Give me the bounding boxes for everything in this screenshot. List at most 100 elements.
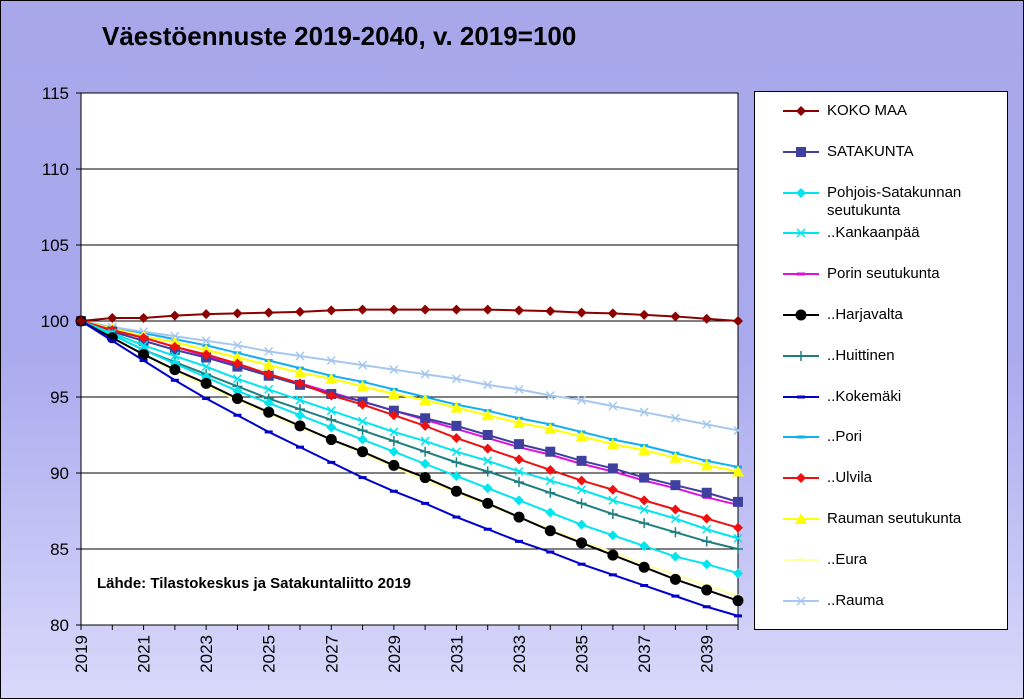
data-point xyxy=(232,340,242,350)
data-point xyxy=(733,425,743,435)
series-10 xyxy=(76,316,743,533)
data-point xyxy=(701,487,712,498)
data-point xyxy=(232,385,243,396)
data-point xyxy=(733,533,743,543)
series-line-4 xyxy=(80,320,739,540)
data-point xyxy=(201,362,211,372)
x-tick-label-2033: 2033 xyxy=(510,635,529,673)
legend-swatch xyxy=(783,106,819,116)
data-point xyxy=(108,339,117,343)
data-point xyxy=(514,454,524,465)
data-point xyxy=(262,359,275,371)
data-point xyxy=(201,336,211,346)
data-point xyxy=(702,419,712,429)
data-point xyxy=(733,568,743,579)
data-point xyxy=(639,518,650,529)
x-tick-label-2029: 2029 xyxy=(385,635,404,673)
data-point xyxy=(700,459,713,471)
data-point xyxy=(545,487,556,498)
data-point xyxy=(638,561,650,573)
data-point xyxy=(389,489,398,493)
x-tick-label-2023: 2023 xyxy=(197,635,216,673)
series-line-1 xyxy=(80,308,739,322)
data-point xyxy=(670,311,681,322)
data-point xyxy=(670,514,680,524)
data-point xyxy=(575,430,588,442)
y-tick-label-115: 115 xyxy=(42,84,69,103)
data-point xyxy=(76,316,86,326)
data-point xyxy=(358,476,367,480)
data-point xyxy=(420,420,431,431)
data-point xyxy=(545,464,556,475)
x-tick-label-2035: 2035 xyxy=(573,635,592,673)
x-tick-label-2039: 2039 xyxy=(698,635,717,673)
data-point xyxy=(482,430,493,440)
legend: KOKO MAA SATAKUNTA Pohjois-Satakunnan seut… xyxy=(754,91,1008,630)
series-line-9 xyxy=(80,320,739,468)
series-line-12 xyxy=(80,320,739,598)
data-point xyxy=(419,394,432,406)
source-note: Lähde: Tilastokeskus ja Satakuntaliitto … xyxy=(97,575,412,592)
y-tick-label-80: 80 xyxy=(50,616,69,635)
data-point xyxy=(232,308,243,319)
legend-label: ..Eura xyxy=(827,550,868,568)
data-point xyxy=(263,307,274,318)
x-tick-label-2027: 2027 xyxy=(322,635,341,673)
data-point xyxy=(733,522,743,533)
data-point xyxy=(451,304,462,315)
data-point xyxy=(294,420,306,432)
legend-label: ..Kankaanpää xyxy=(827,224,920,242)
data-point xyxy=(607,549,619,561)
data-point xyxy=(701,513,712,524)
legend-swatch xyxy=(783,350,819,361)
data-point xyxy=(201,349,212,360)
legend-label: ..Harjavalta xyxy=(827,306,903,323)
data-point xyxy=(200,377,212,389)
data-point xyxy=(514,305,524,316)
data-point xyxy=(639,472,650,483)
data-point xyxy=(732,595,744,607)
data-point xyxy=(482,466,493,477)
data-point xyxy=(169,364,181,376)
series-line-13 xyxy=(80,320,739,432)
data-point xyxy=(640,583,649,587)
data-point xyxy=(169,341,180,352)
chart-title: Väestöennuste 2019-2040, v. 2019=100 xyxy=(102,21,577,51)
data-point xyxy=(326,406,336,416)
series-line-6 xyxy=(80,320,739,602)
data-point xyxy=(357,304,368,315)
legend-swatch xyxy=(783,146,819,157)
data-point xyxy=(138,348,150,360)
data-point xyxy=(577,485,587,495)
data-point xyxy=(514,466,524,477)
data-point xyxy=(576,455,587,466)
series-line-2 xyxy=(80,320,739,503)
x-tick-label-2037: 2037 xyxy=(635,635,654,673)
data-point xyxy=(388,446,399,457)
data-point xyxy=(701,536,712,547)
data-point xyxy=(420,369,430,379)
series-1 xyxy=(76,304,743,326)
legend-label: ..Huittinen xyxy=(827,346,895,364)
data-point xyxy=(702,605,711,609)
data-point xyxy=(545,390,555,401)
data-point xyxy=(608,495,618,505)
series-line-8 xyxy=(80,320,739,617)
y-tick-label-85: 85 xyxy=(50,540,69,559)
data-point xyxy=(168,336,181,348)
data-point xyxy=(576,475,587,486)
data-point xyxy=(639,504,649,515)
data-point xyxy=(231,351,244,363)
data-point xyxy=(576,307,587,318)
data-point xyxy=(671,594,680,598)
legend-label: Pohjois-Satakunnan seutukunta xyxy=(827,183,962,219)
data-point xyxy=(514,439,524,450)
data-point xyxy=(576,498,587,509)
data-point xyxy=(545,446,556,457)
data-point xyxy=(358,416,368,426)
data-point xyxy=(451,433,462,444)
data-point xyxy=(701,584,713,596)
data-point xyxy=(326,355,336,366)
data-point xyxy=(733,316,743,326)
